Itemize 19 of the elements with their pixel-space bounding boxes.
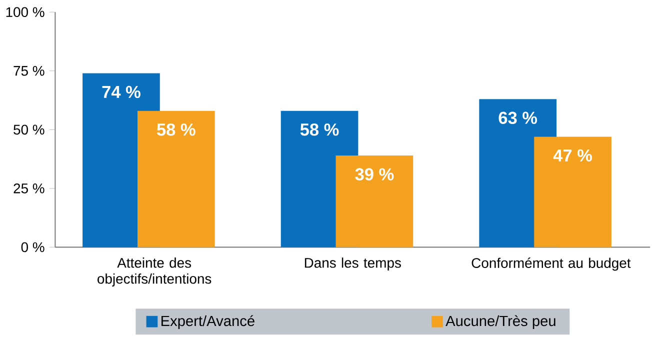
data-label: 74 %	[102, 86, 140, 98]
data-label: 58 %	[157, 123, 196, 136]
data-label: 63 %	[498, 112, 538, 124]
legend-label: Expert/Avancé	[162, 315, 254, 329]
bar	[534, 136, 612, 248]
bar	[137, 110, 215, 248]
x-tick-label: Atteinte des objectifs/intentions	[98, 258, 212, 286]
x-tick-label: Dans les temps	[304, 258, 401, 271]
data-label: 58 %	[300, 123, 339, 136]
y-tick-label: 75 %	[14, 66, 44, 76]
y-tick-label: 0 %	[21, 242, 44, 252]
legend-label: Aucune/Très peu	[446, 315, 556, 329]
data-label: 47 %	[553, 149, 592, 162]
y-tick-label: 25 %	[14, 183, 44, 194]
y-tick-label: 50 %	[14, 124, 44, 135]
bar	[336, 155, 414, 248]
data-label: 39 %	[355, 168, 394, 180]
x-tick-label: Conformément au budget	[472, 258, 631, 271]
y-tick-label: 100 %	[6, 7, 44, 18]
